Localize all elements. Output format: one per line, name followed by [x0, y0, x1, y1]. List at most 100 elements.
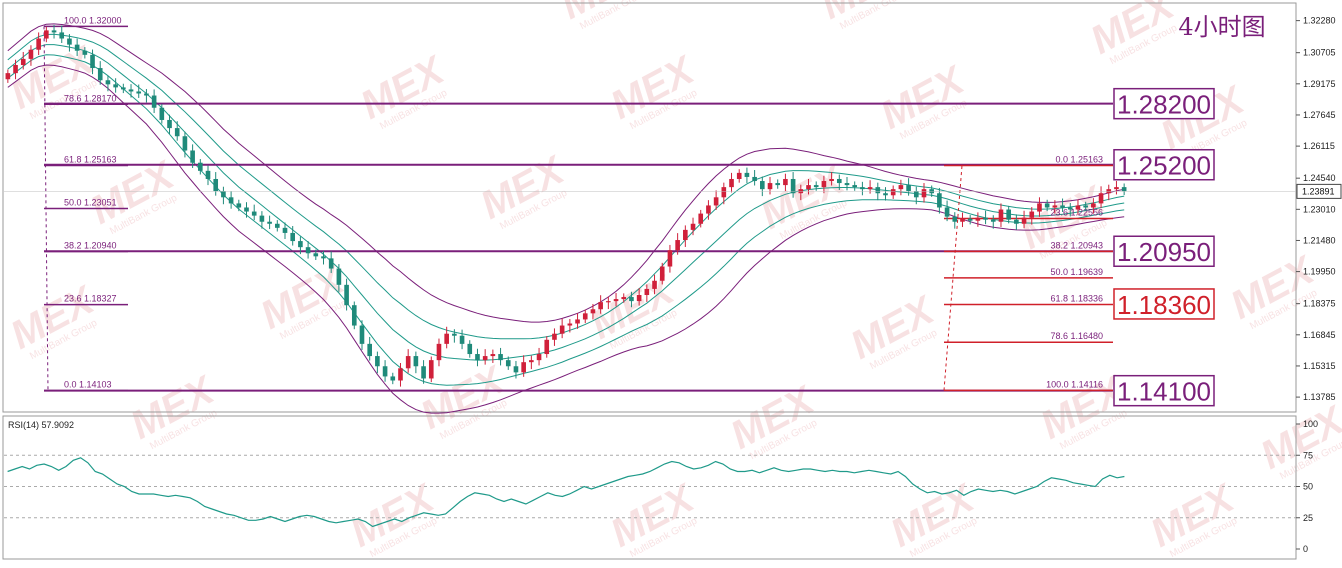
candle-body — [906, 185, 911, 192]
current-price-box — [1296, 183, 1342, 199]
candle-body — [1037, 203, 1042, 212]
candle-body — [105, 80, 111, 85]
candle-body — [1075, 205, 1081, 210]
candle-body — [752, 176, 757, 182]
candle-body — [452, 333, 457, 336]
candle-body — [675, 240, 680, 251]
fib-left-label: 38.2 1.20940 — [64, 240, 117, 250]
rsi-tick-label: 100 — [1303, 419, 1318, 429]
candle-body — [529, 360, 534, 363]
candle-body — [51, 30, 57, 33]
key-level-box — [1113, 235, 1215, 267]
candle-body — [498, 354, 503, 361]
candle-body — [221, 191, 226, 198]
candle-body — [213, 178, 219, 192]
candle-body — [151, 95, 157, 108]
candle-body — [860, 187, 865, 190]
rsi-tick-label: 75 — [1303, 450, 1313, 460]
candle-body — [875, 187, 881, 194]
candle-body — [652, 280, 657, 289]
candle-body — [967, 218, 973, 221]
candle-body — [244, 207, 249, 212]
fibonacci-levels: 100.0 1.32000 78.6 1.28170 61.8 1.25163 50.… — [43, 15, 1113, 392]
candle-body — [20, 58, 26, 65]
candle-body — [998, 209, 1004, 222]
candle-body — [775, 183, 781, 186]
fib-left-label: 23.6 1.18327 — [64, 294, 117, 304]
price-axis: 1.32280 1.30705 1.29175 1.27645 1.26115 1.245… — [4, 16, 1342, 402]
candle-body — [74, 44, 80, 51]
price-tick-label: 1.13785 — [1303, 392, 1336, 402]
candle-body — [444, 333, 449, 344]
fib-left-label: 0.0 1.14103 — [64, 380, 112, 390]
key-level-box — [1113, 148, 1215, 181]
bollinger-inner-upper-line — [7, 33, 1125, 340]
candle-body — [760, 181, 765, 190]
candle-body — [883, 193, 888, 196]
candle-body — [952, 216, 958, 222]
candle-body — [428, 360, 434, 379]
candle-body — [97, 68, 103, 81]
candle-body — [236, 203, 242, 208]
candle-body — [960, 218, 965, 222]
candle-body — [1121, 187, 1127, 192]
candle-body — [1014, 219, 1019, 224]
price-tick-label: 1.18375 — [1303, 299, 1336, 309]
bollinger-upper-line — [7, 23, 1125, 323]
price-tick-label: 1.23010 — [1303, 204, 1336, 214]
fib-right-label: 100.0 1.14116 — [1046, 379, 1103, 389]
rsi-panel: 100 75 50 25 0 RSI(14) 57.9092 — [4, 419, 1318, 554]
candle-body — [405, 356, 411, 369]
key-level-box — [1113, 288, 1215, 320]
rsi-label: RSI(14) 57.9092 — [8, 420, 74, 430]
price-tick-label: 1.16845 — [1303, 330, 1336, 340]
candle-body — [90, 54, 95, 69]
candle-body — [13, 64, 18, 74]
candle-body — [536, 354, 542, 361]
candle-body — [921, 189, 927, 198]
candle-body — [844, 183, 850, 186]
price-tick-label: 1.19950 — [1303, 267, 1336, 277]
candle-body — [1044, 203, 1050, 208]
candle-body — [829, 178, 834, 182]
candle-body — [1098, 193, 1104, 204]
candle-body — [706, 205, 711, 214]
candle-body — [567, 323, 573, 326]
candle-body — [629, 297, 634, 302]
candle-body — [136, 91, 142, 94]
candle-body — [390, 376, 396, 381]
candle-body — [251, 211, 257, 216]
timeframe-label: 4小时图 — [1178, 13, 1265, 41]
candle-body — [128, 89, 134, 92]
candle-body — [167, 119, 172, 129]
candle-body — [382, 366, 388, 377]
fib-right-label: 38.2 1.20943 — [1050, 240, 1103, 250]
fib-right-trendline — [943, 165, 963, 391]
fib-left-label: 61.8 1.25163 — [64, 154, 117, 164]
candle-body — [44, 30, 49, 39]
candle-body — [1083, 205, 1088, 208]
candle-body — [836, 178, 842, 184]
fib-right-label: 0.0 1.25163 — [1055, 154, 1103, 164]
candle-body — [1060, 205, 1065, 208]
key-level-label: 1.18360 — [1117, 290, 1211, 320]
candle-body — [790, 178, 796, 194]
candle-body — [36, 38, 41, 50]
fib-right-label: 50.0 1.19639 — [1050, 267, 1103, 277]
candle-body — [813, 185, 819, 188]
candle-body — [321, 256, 326, 259]
candle-body — [313, 253, 319, 257]
candle-body — [505, 360, 511, 367]
price-tick-label: 1.27645 — [1303, 110, 1336, 120]
candle-body — [190, 150, 195, 163]
candle-body — [259, 215, 265, 222]
price-tick-label: 1.30705 — [1303, 48, 1336, 58]
candle-body — [351, 305, 357, 326]
candle-body — [298, 241, 303, 248]
candle-body — [744, 172, 750, 177]
candle-body — [467, 343, 473, 355]
candles — [5, 25, 1127, 387]
candle-body — [1052, 205, 1058, 208]
